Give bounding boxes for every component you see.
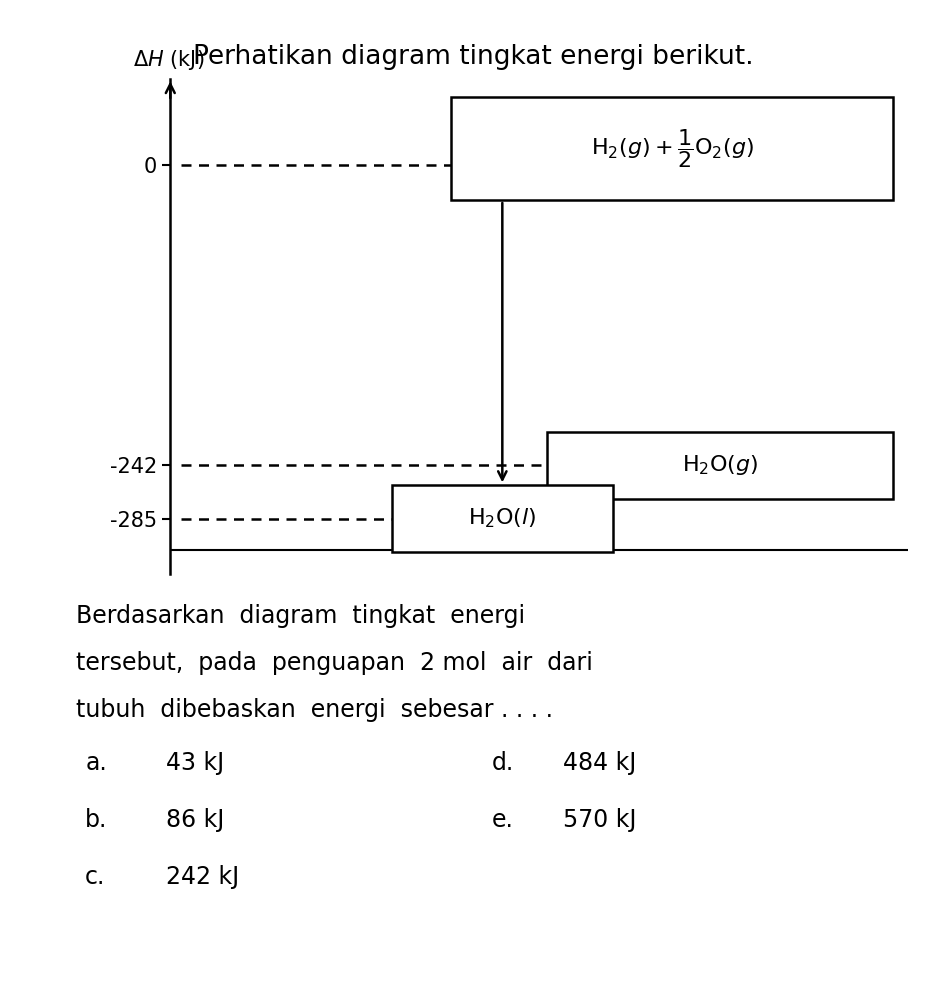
Text: $\mathrm{H_2O}(\mathit{l})$: $\mathrm{H_2O}(\mathit{l})$ (468, 507, 536, 530)
FancyBboxPatch shape (450, 97, 893, 200)
Text: d.: d. (492, 751, 515, 775)
Text: e.: e. (492, 808, 514, 832)
Text: b.: b. (85, 808, 108, 832)
Text: $\mathrm{H_2}(\mathit{g}) + \dfrac{1}{2}\mathrm{O_2}(\mathit{g})$: $\mathrm{H_2}(\mathit{g}) + \dfrac{1}{2}… (590, 127, 754, 170)
Text: Berdasarkan  diagram  tingkat  energi: Berdasarkan diagram tingkat energi (76, 604, 525, 627)
Text: tersebut,  pada  penguapan  2 mol  air  dari: tersebut, pada penguapan 2 mol air dari (76, 651, 592, 675)
Text: 43 kJ: 43 kJ (166, 751, 224, 775)
FancyBboxPatch shape (392, 485, 613, 552)
Text: tubuh  dibebaskan  energi  sebesar . . . .: tubuh dibebaskan energi sebesar . . . . (76, 698, 552, 722)
Text: 570 kJ: 570 kJ (563, 808, 637, 832)
Text: $\mathrm{H_2O}(\mathit{g})$: $\mathrm{H_2O}(\mathit{g})$ (682, 454, 759, 477)
Text: 86 kJ: 86 kJ (166, 808, 224, 832)
FancyBboxPatch shape (547, 432, 893, 499)
Text: 484 kJ: 484 kJ (563, 751, 637, 775)
Text: a.: a. (85, 751, 107, 775)
Text: c.: c. (85, 865, 106, 889)
Text: 242 kJ: 242 kJ (166, 865, 238, 889)
Text: $\Delta H$ (kJ): $\Delta H$ (kJ) (133, 48, 204, 73)
Text: Perhatikan diagram tingkat energi berikut.: Perhatikan diagram tingkat energi beriku… (193, 44, 753, 70)
